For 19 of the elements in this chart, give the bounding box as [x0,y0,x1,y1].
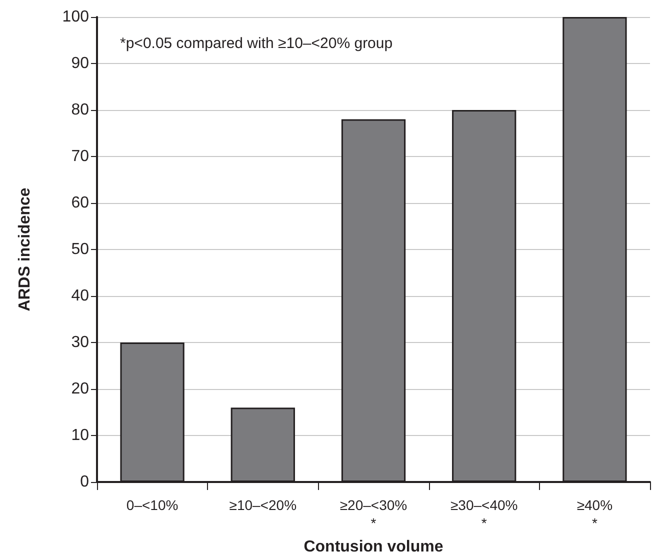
y-tick-label: 50 [71,241,90,258]
y-tick-label: 100 [62,8,90,26]
y-tick-label: 40 [71,288,90,304]
y-tick-label: 20 [71,380,90,398]
x-tick-label: ≥40% * [576,497,613,531]
x-tick-label: ≥30–<40% * [450,497,518,531]
x-tick-label: 0–<10% [126,497,178,513]
y-tick-label: 90 [71,55,90,72]
x-axis-title: Contusion volume [304,538,444,556]
y-tick-label: 10 [71,427,90,444]
y-tick-label: 0 [80,474,90,490]
y-tick-label: 60 [71,194,90,212]
y-axis-title: ARDS incidence [16,188,34,312]
y-tick-label: 80 [71,102,90,118]
y-tick-label: 30 [71,334,90,351]
x-tick-label: ≥10–<20% [229,497,297,513]
x-tick-label: ≥20–<30% * [340,497,408,531]
y-tick-label: 70 [71,148,90,165]
annotation: *p<0.05 compared with ≥10–<20% group [120,35,393,52]
